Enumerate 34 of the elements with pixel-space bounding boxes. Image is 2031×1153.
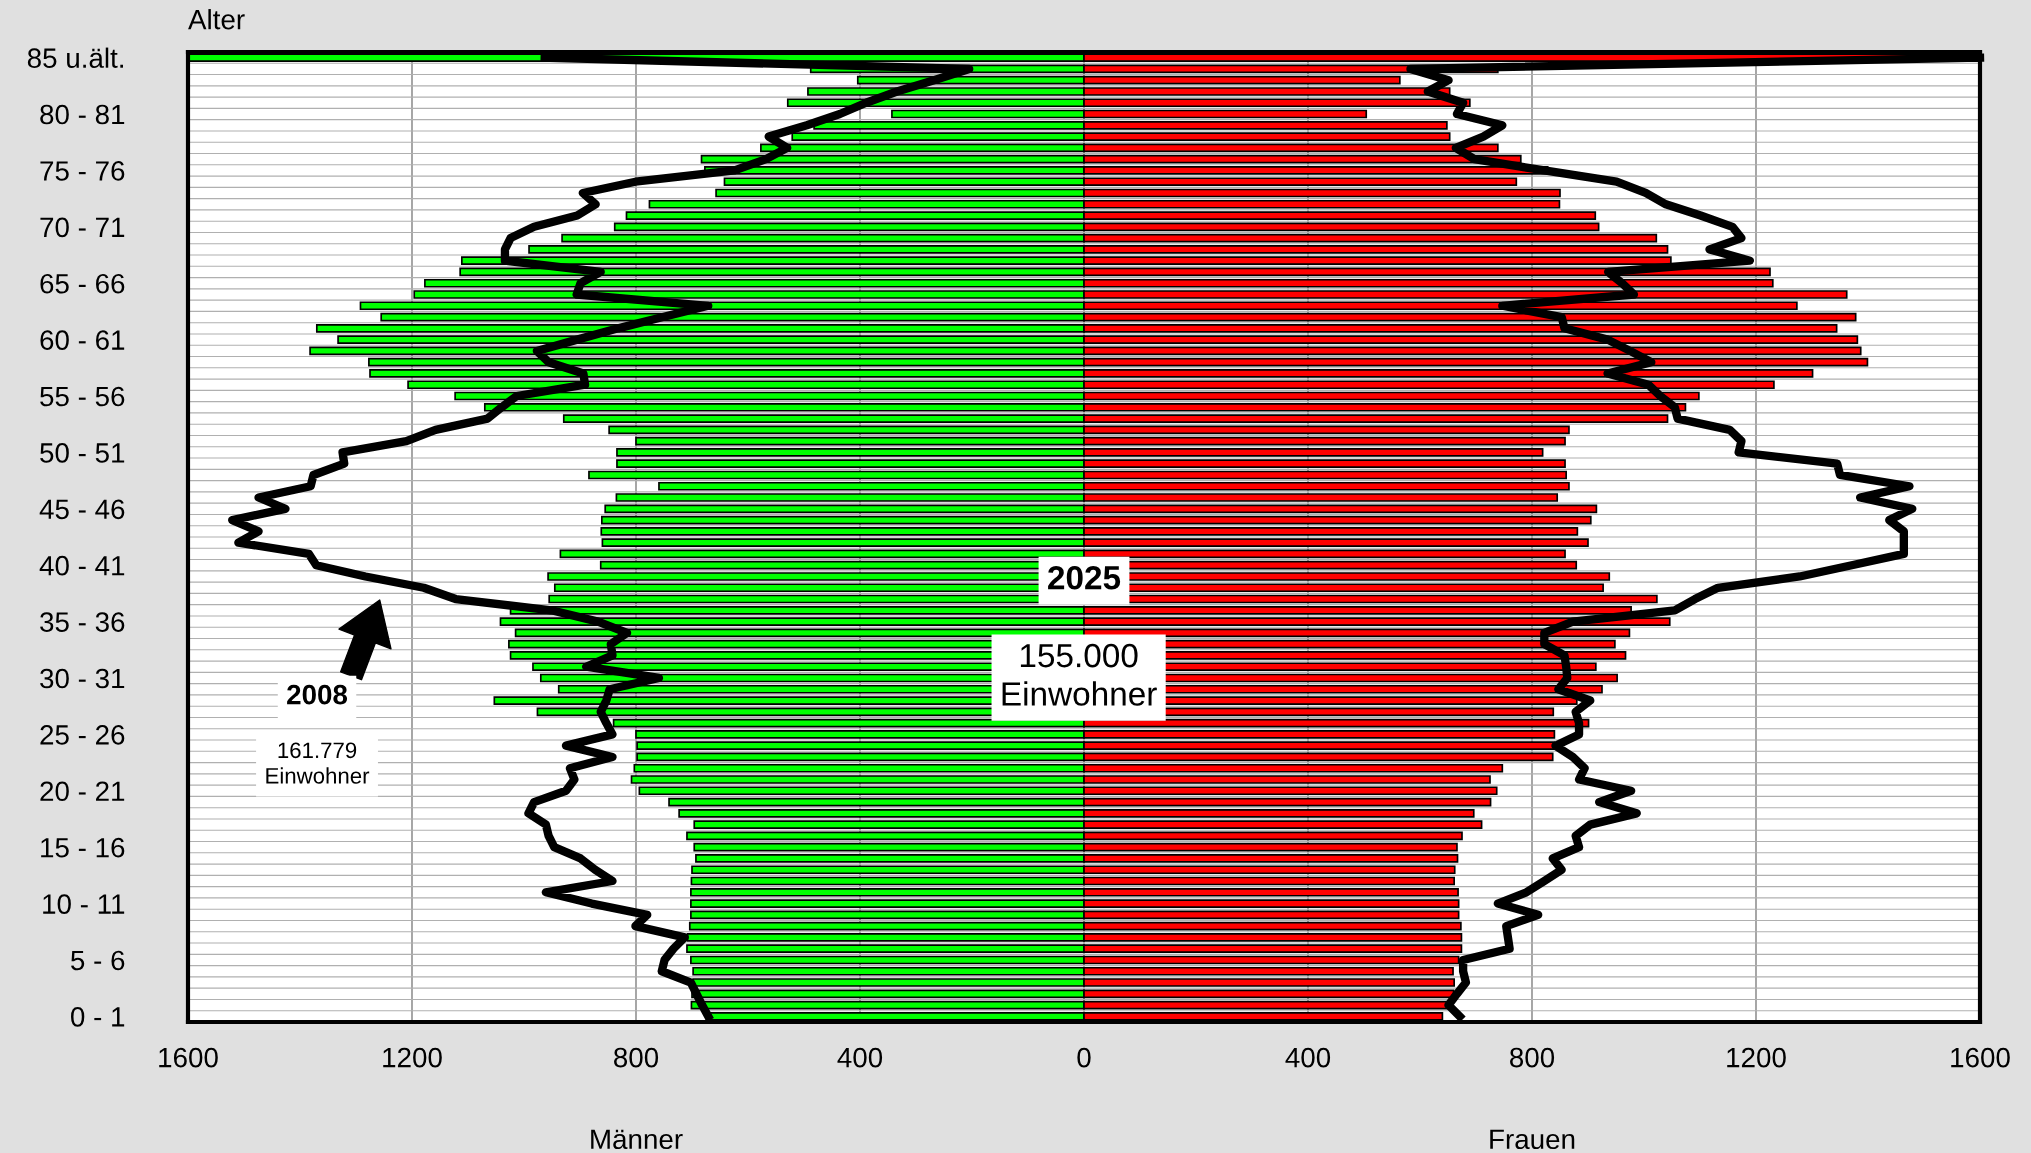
annotation: 2008 — [287, 684, 348, 705]
y-tick-label: 40 - 41 — [39, 555, 125, 576]
text: Männer — [591, 1129, 683, 1150]
y-tick-label: 35 - 36 — [40, 612, 125, 632]
y-axis-title: Alter — [188, 9, 245, 30]
x-tick-label: 800 — [614, 1047, 659, 1068]
y-tick-label: 25 - 26 — [40, 725, 125, 745]
y-tick-label: 15 - 16 — [41, 837, 125, 858]
y-tick-label: 30 - 31 — [40, 668, 125, 689]
y-tick-label: 80 - 81 — [40, 104, 125, 125]
y-tick-label: 0 - 1 — [71, 1007, 125, 1027]
x-tick-label: 1200 — [1727, 1047, 1786, 1068]
text: Frauen — [1490, 1129, 1575, 1150]
y-tick-label: 65 - 66 — [40, 273, 125, 294]
y-tick-label: 70 - 71 — [40, 217, 125, 238]
y-tick-label: 45 - 46 — [39, 499, 125, 520]
x-tick-label: 1600 — [1951, 1047, 2010, 1068]
x-tick-label: 1200 — [383, 1047, 442, 1068]
y-tick-label: 20 - 21 — [40, 781, 125, 802]
annotation: 161.779 Einwohner — [266, 742, 370, 784]
y-tick-label: 75 - 76 — [40, 161, 125, 181]
x-tick-label: 400 — [1285, 1047, 1331, 1068]
x-tick-label: 1600 — [159, 1047, 218, 1068]
y-tick-label: 5 - 6 — [71, 950, 125, 971]
y-tick-label: 85 u.ält. — [27, 47, 123, 68]
y-tick-label: 50 - 51 — [40, 443, 125, 463]
y-tick-label: 10 - 11 — [43, 894, 125, 914]
y-tick-label: 55 - 56 — [40, 386, 125, 407]
x-tick-label: 0 — [1077, 1047, 1091, 1068]
x-tick-label: 800 — [1510, 1047, 1555, 1068]
y-tick-label: 60 - 61 — [40, 330, 125, 350]
annotation: 155.000 Einwohner — [1002, 643, 1157, 706]
annotation: 2025 — [1048, 565, 1121, 590]
x-tick-label: 400 — [837, 1047, 883, 1068]
